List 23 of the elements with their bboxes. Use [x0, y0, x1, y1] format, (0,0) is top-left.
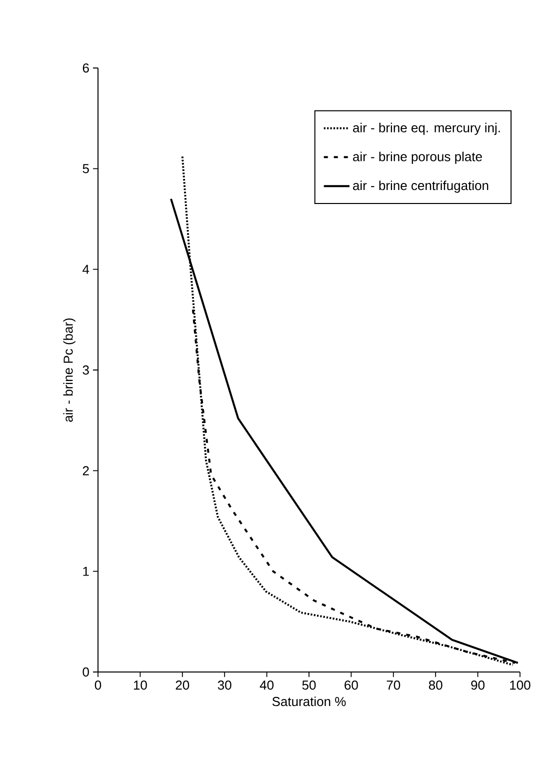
- y-tick-label: 4: [82, 264, 90, 274]
- x-tick-label: 100: [510, 680, 530, 690]
- x-tick-label: 50: [302, 680, 316, 690]
- x-tick-label: 90: [471, 680, 485, 690]
- legend-label: air - brine porous plate: [353, 152, 482, 164]
- x-tick-label: 30: [218, 680, 232, 690]
- x-axis-title: Saturation %: [272, 696, 346, 706]
- x-tick-label: 60: [344, 680, 358, 690]
- x-tick-label: 70: [386, 680, 400, 690]
- x-tick-label: 10: [134, 680, 147, 690]
- legend-label: air - brine centrifugation: [353, 180, 488, 193]
- legend-label: air - brine eq. mercury inj.: [353, 122, 500, 135]
- x-tick-label: 40: [260, 680, 274, 690]
- x-tick-label: 0: [94, 680, 102, 690]
- x-tick-label: 80: [428, 680, 442, 690]
- y-tick-label: 0: [82, 667, 89, 677]
- y-tick-label: 6: [82, 63, 89, 73]
- y-tick-label: 5: [82, 164, 89, 174]
- y-axis-title: air - brine Pc (bar): [63, 318, 76, 422]
- y-tick-label: 1: [83, 566, 89, 576]
- y-tick-label: 2: [82, 466, 89, 476]
- x-tick-label: 20: [176, 680, 190, 690]
- y-tick-label: 3: [82, 365, 89, 375]
